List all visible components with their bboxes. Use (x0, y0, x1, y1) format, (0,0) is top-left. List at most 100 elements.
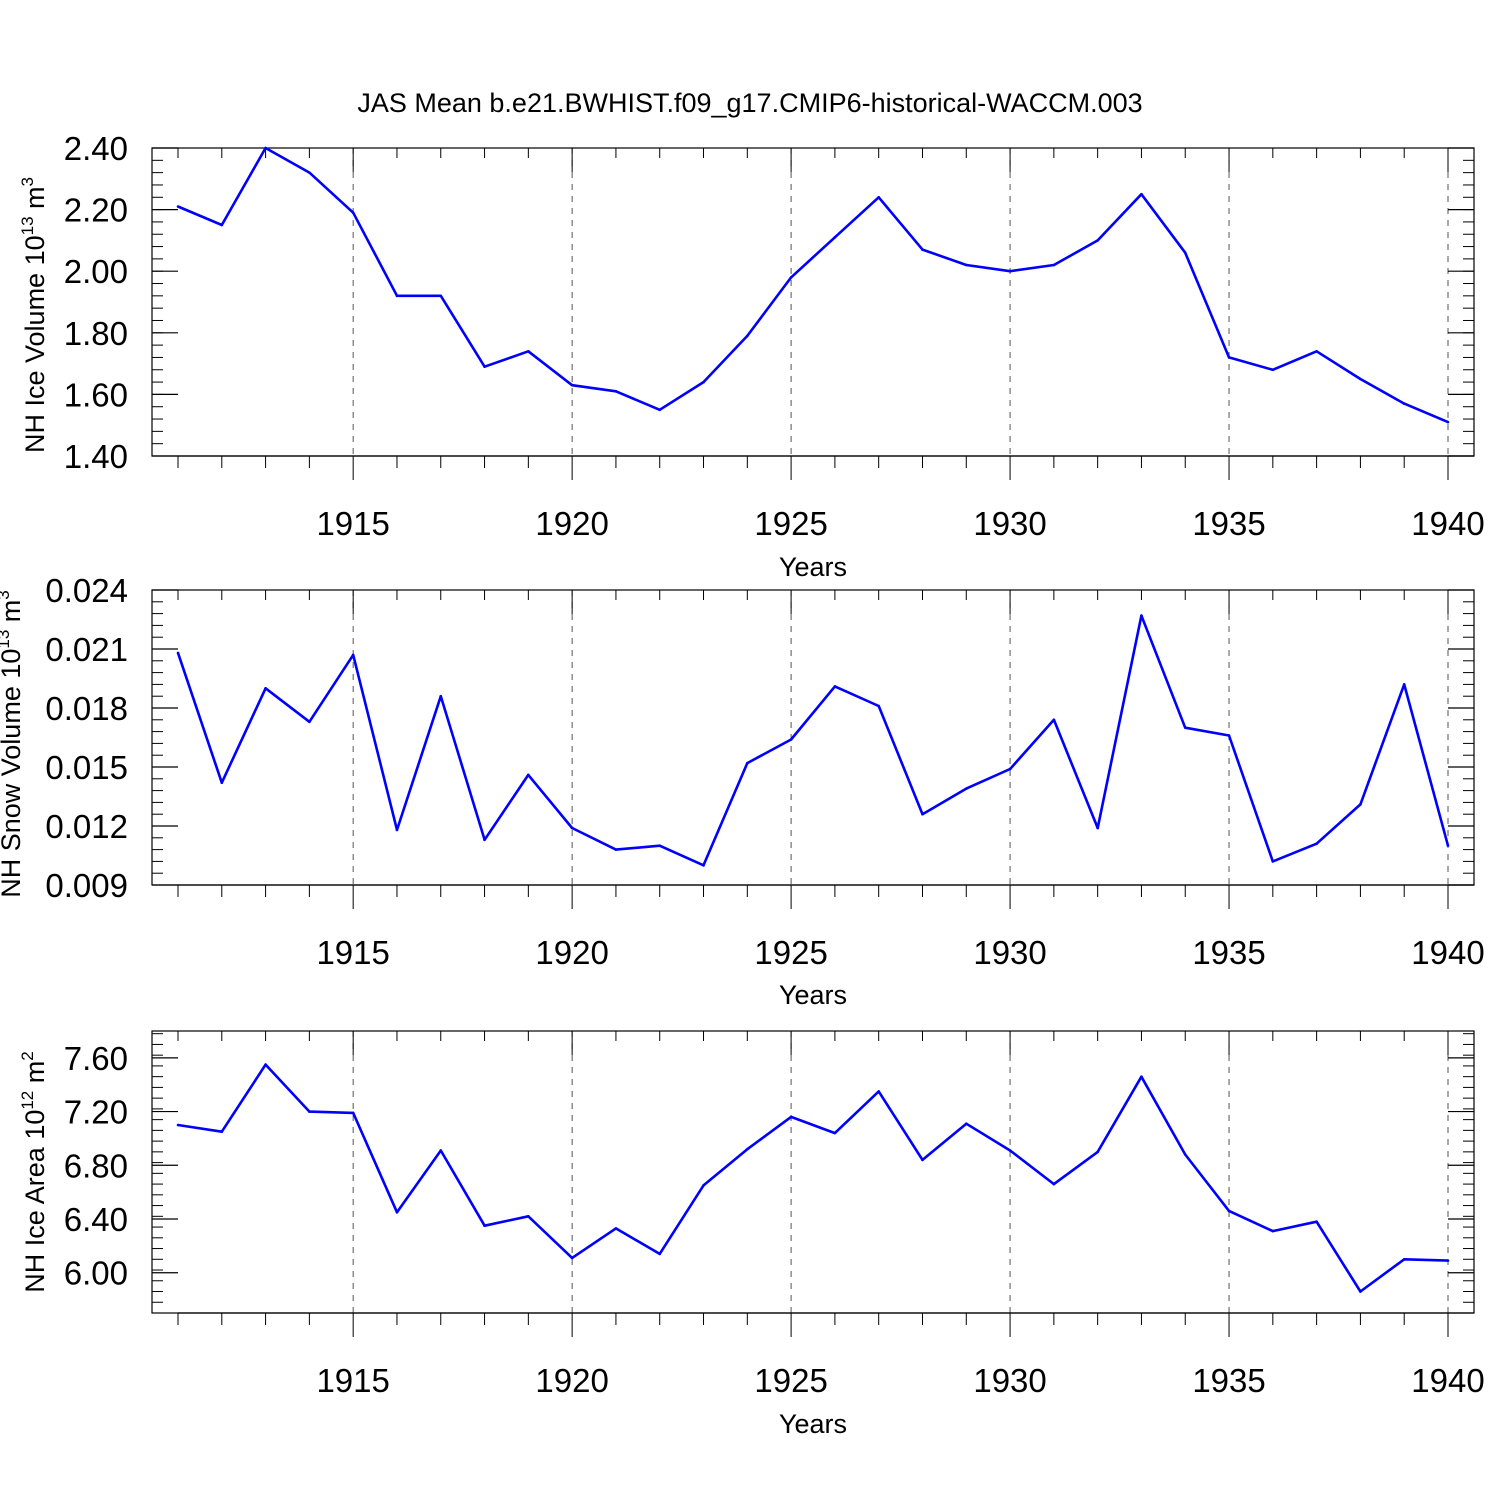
data-point (789, 276, 793, 279)
data-point (1271, 1229, 1275, 1233)
data-point (395, 1210, 399, 1214)
data-point (220, 1130, 224, 1134)
data-point (264, 146, 267, 150)
data-point (527, 349, 530, 353)
data-point (1271, 368, 1275, 372)
x-axis-label: Years (779, 980, 847, 1010)
data-point (395, 294, 399, 298)
plot-frame (151, 589, 1475, 886)
data-point (877, 704, 880, 708)
data-point (570, 1256, 574, 1260)
data-point (1183, 726, 1187, 729)
y-axis-label: NH Snow Volume 1013 m3 (0, 590, 26, 898)
data-point (658, 1252, 662, 1256)
y-tick-label: 7.60 (64, 1040, 128, 1077)
y-tick-label: 1.60 (64, 376, 128, 413)
data-point (746, 761, 749, 765)
data-point (658, 844, 662, 847)
data-point (1402, 683, 1406, 686)
data-point (264, 1063, 267, 1066)
data-point (1183, 251, 1187, 255)
data-point (220, 781, 224, 785)
data-point (702, 380, 705, 384)
data-point (964, 263, 968, 267)
data-point (702, 864, 705, 867)
data-point (1008, 269, 1012, 273)
series-line (177, 146, 1449, 424)
data-point (176, 651, 180, 655)
data-point (439, 694, 443, 698)
data-point (1227, 1209, 1231, 1213)
x-tick-label: 1915 (316, 1362, 389, 1399)
data-point (308, 1110, 311, 1113)
data-point (351, 653, 355, 657)
data-point (1052, 1182, 1056, 1186)
x-tick-label: 1930 (973, 934, 1046, 971)
data-point (1140, 1075, 1143, 1078)
data-point (964, 1122, 968, 1125)
y-tick-label: 0.012 (45, 808, 128, 845)
x-tick-label: 1930 (973, 1362, 1046, 1399)
data-point (964, 787, 968, 790)
x-tick-label: 1920 (535, 1362, 608, 1399)
data-point (789, 738, 793, 741)
data-point (1315, 842, 1318, 845)
data-point (702, 1184, 705, 1187)
data-point (1096, 239, 1099, 242)
data-point (527, 773, 530, 777)
data-point (1096, 1150, 1099, 1154)
y-axis-label: NH Ice Area 1012 m2 (18, 1051, 50, 1292)
data-point (1227, 734, 1231, 737)
data-point (1140, 192, 1143, 196)
y-tick-label: 6.40 (64, 1201, 128, 1238)
y-tick-label: 6.00 (64, 1255, 128, 1292)
data-point (833, 685, 837, 688)
panel-snow-volume: NH Snow Volume 1013 m3 Years 1915 1920 192… (0, 572, 1485, 1010)
x-tick-label: 1935 (1192, 1362, 1265, 1399)
y-axis-label: NH Ice Volume 1013 m3 (18, 177, 50, 453)
data-point (746, 1147, 749, 1151)
data-point (220, 223, 224, 227)
data-point (308, 171, 311, 174)
series-line (177, 1063, 1449, 1293)
x-tick-label: 1920 (535, 505, 608, 542)
plot-frame (151, 1030, 1475, 1314)
data-point (833, 236, 837, 239)
data-point (658, 408, 662, 412)
y-tick-label: 7.20 (64, 1094, 128, 1131)
x-tick-label: 1925 (754, 934, 827, 971)
data-point (921, 1158, 924, 1162)
data-point (789, 1115, 793, 1119)
data-point (1446, 420, 1450, 424)
x-tick-label: 1915 (316, 934, 389, 971)
data-point (877, 1090, 880, 1093)
data-point (614, 1227, 618, 1230)
data-point (439, 1149, 443, 1152)
x-tick-label: 1930 (973, 505, 1046, 542)
data-point (439, 294, 443, 298)
y-tick-label: 2.40 (64, 130, 128, 167)
panel-ice-volume: NH Ice Volume 1013 m3 Years 1915 1920 1925… (18, 130, 1485, 582)
x-tick-label: 1940 (1411, 934, 1484, 971)
data-point (921, 812, 924, 816)
data-point (308, 720, 311, 724)
y-tick-label: 0.024 (45, 572, 128, 609)
data-point (176, 1123, 180, 1127)
data-point (1315, 1220, 1318, 1223)
data-point (1140, 614, 1143, 617)
data-point (483, 1224, 486, 1228)
x-tick-label: 1935 (1192, 934, 1265, 971)
data-point (1052, 263, 1056, 267)
data-point (1315, 349, 1318, 353)
data-point (1052, 718, 1056, 722)
data-point (1096, 826, 1099, 830)
y-tick-label: 1.80 (64, 315, 128, 352)
chart-title: JAS Mean b.e21.BWHIST.f09_g17.CMIP6-hist… (357, 88, 1142, 118)
data-point (176, 205, 180, 208)
x-tick-label: 1915 (316, 505, 389, 542)
y-tick-label: 0.018 (45, 690, 128, 727)
data-point (1008, 767, 1012, 771)
x-tick-label: 1925 (754, 505, 827, 542)
y-tick-label: 0.009 (45, 867, 128, 904)
x-tick-label: 1940 (1411, 1362, 1484, 1399)
